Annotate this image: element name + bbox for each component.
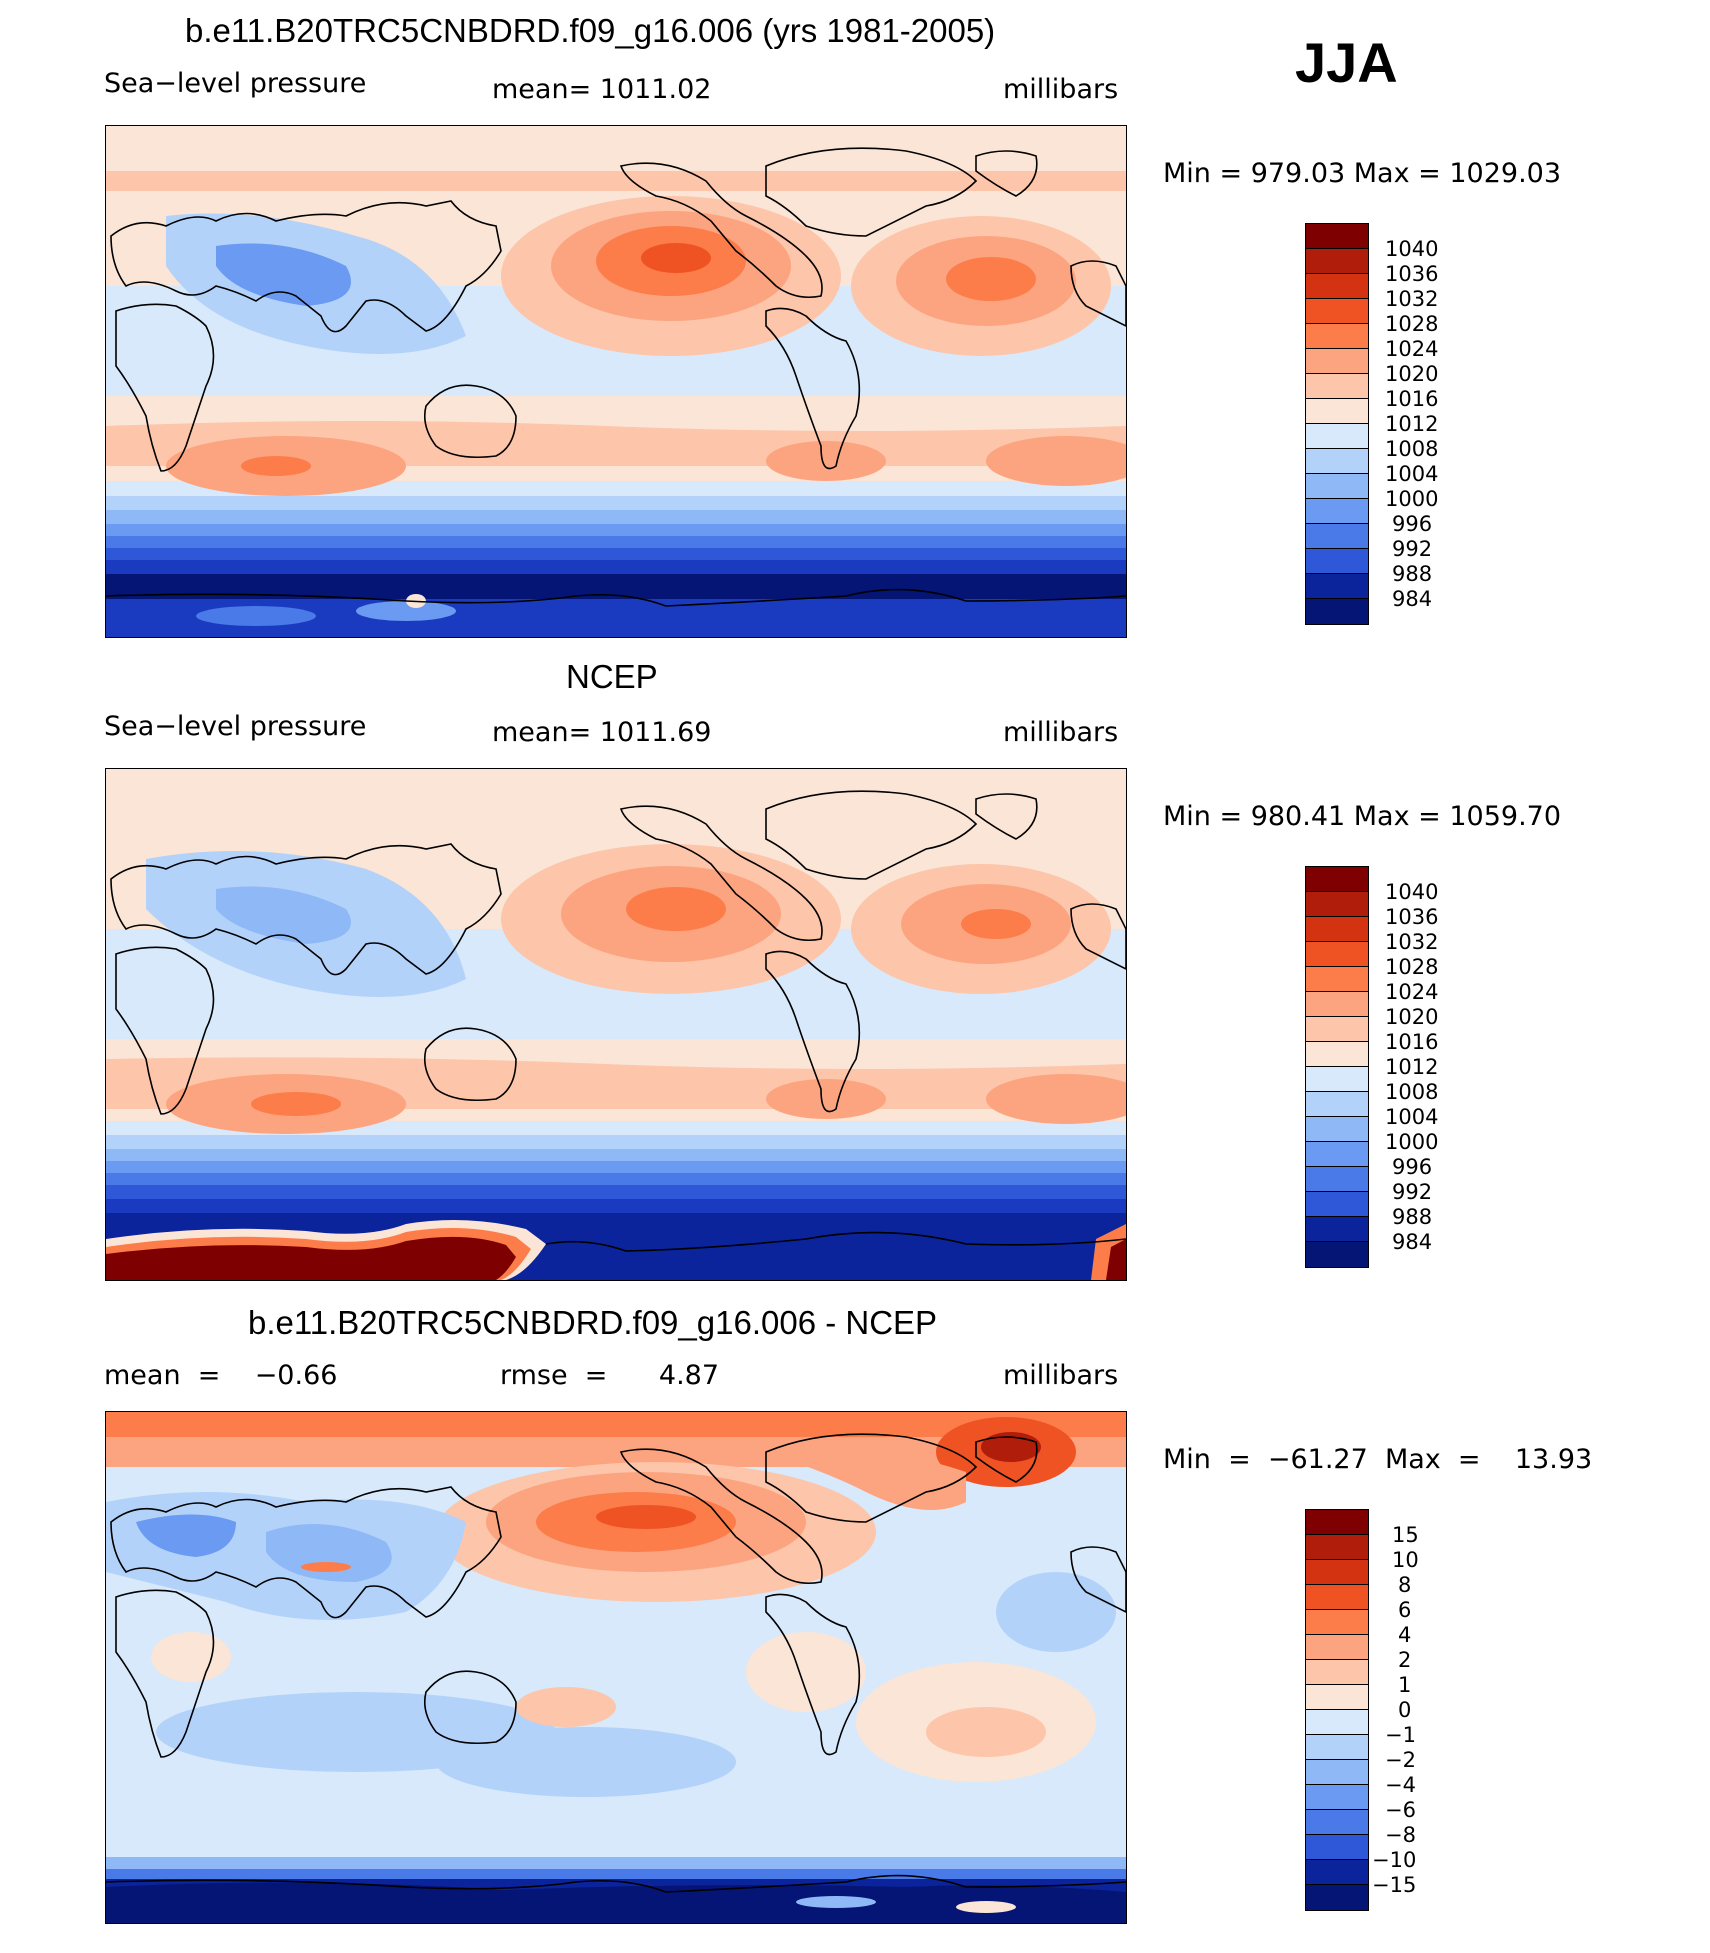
panel2-level-label: 1028 xyxy=(1385,955,1439,979)
panel2-level-label: 992 xyxy=(1392,1180,1433,1204)
panel1-level-label: 1036 xyxy=(1385,262,1439,286)
panel3-level-label: −1 xyxy=(1385,1723,1416,1747)
panel3-level-label: −2 xyxy=(1385,1748,1416,1772)
panel3-level-label: −4 xyxy=(1385,1773,1416,1797)
panel2-level-label: 1000 xyxy=(1385,1130,1439,1154)
panel1-level-label: 1032 xyxy=(1385,287,1439,311)
panel1-level-label: 1020 xyxy=(1385,362,1439,386)
panel3-level-label: 10 xyxy=(1392,1548,1419,1572)
panel3-level-label: 0 xyxy=(1398,1698,1412,1722)
panel1-level-label: 1004 xyxy=(1385,462,1439,486)
panel1-level-label: 992 xyxy=(1392,537,1433,561)
panel1-level-label: 988 xyxy=(1392,562,1433,586)
panel2-level-label: 1032 xyxy=(1385,930,1439,954)
panel1-colorbar xyxy=(1305,223,1369,625)
panel3-level-label: −15 xyxy=(1372,1873,1417,1897)
panel2-level-label: 1012 xyxy=(1385,1055,1439,1079)
panel1-variable-label: Sea−level pressure xyxy=(104,68,367,99)
panel2-level-label: 988 xyxy=(1392,1205,1433,1229)
panel1-level-label: 1008 xyxy=(1385,437,1439,461)
panel3-level-label: 8 xyxy=(1398,1573,1412,1597)
panel1-minmax-label: Min = 979.03 Max = 1029.03 xyxy=(1163,158,1562,189)
panel1-level-label: 1012 xyxy=(1385,412,1439,436)
panel1-units-label: millibars xyxy=(1003,74,1119,105)
panel2-level-label: 1040 xyxy=(1385,880,1439,904)
panel3-level-label: −10 xyxy=(1372,1848,1417,1872)
panel3-level-label: 6 xyxy=(1398,1598,1412,1622)
panel2-colorbar xyxy=(1305,866,1369,1268)
panel3-colorbar xyxy=(1305,1509,1369,1911)
panel2-level-label: 1016 xyxy=(1385,1030,1439,1054)
panel2-level-label: 1004 xyxy=(1385,1105,1439,1129)
panel2-map xyxy=(105,768,1127,1281)
panel3-level-label: 2 xyxy=(1398,1648,1412,1672)
panel1-level-label: 996 xyxy=(1392,512,1433,536)
panel2-level-label: 1024 xyxy=(1385,980,1439,1004)
panel3-map xyxy=(105,1411,1127,1924)
panel3-title: b.e11.B20TRC5CNBDRD.f09_g16.006 - NCEP xyxy=(248,1304,938,1341)
panel1-level-label: 1028 xyxy=(1385,312,1439,336)
panel3-rmse-label: rmse = 4.87 xyxy=(500,1360,720,1391)
panel2-level-label: 996 xyxy=(1392,1155,1433,1179)
panel2-minmax-label: Min = 980.41 Max = 1059.70 xyxy=(1163,801,1562,832)
panel3-level-label: 4 xyxy=(1398,1623,1412,1647)
panel3-level-label: 1 xyxy=(1398,1673,1412,1697)
panel2-level-label: 1020 xyxy=(1385,1005,1439,1029)
panel3-level-label: 15 xyxy=(1392,1523,1419,1547)
panel3-units-label: millibars xyxy=(1003,1360,1119,1391)
panel1-title: b.e11.B20TRC5CNBDRD.f09_g16.006 (yrs 198… xyxy=(185,12,996,49)
panel3-mean-label: mean = −0.66 xyxy=(104,1360,338,1391)
panel1-level-label: 1000 xyxy=(1385,487,1439,511)
panel2-level-label: 984 xyxy=(1392,1230,1433,1254)
panel1-level-label: 1024 xyxy=(1385,337,1439,361)
panel1-level-label: 984 xyxy=(1392,587,1433,611)
panel1-mean-label: mean= 1011.02 xyxy=(492,74,712,105)
panel2-title: NCEP xyxy=(566,658,658,695)
panel3-minmax-label: Min = −61.27 Max = 13.93 xyxy=(1163,1444,1593,1475)
panel2-level-label: 1008 xyxy=(1385,1080,1439,1104)
panel2-variable-label: Sea−level pressure xyxy=(104,711,367,742)
panel3-level-label: −6 xyxy=(1385,1798,1416,1822)
panel3-level-label: −8 xyxy=(1385,1823,1416,1847)
panel1-level-label: 1040 xyxy=(1385,237,1439,261)
season-label: JJA xyxy=(1295,31,1398,94)
panel2-mean-label: mean= 1011.69 xyxy=(492,717,712,748)
panel2-units-label: millibars xyxy=(1003,717,1119,748)
panel1-map xyxy=(105,125,1127,638)
panel2-level-label: 1036 xyxy=(1385,905,1439,929)
panel1-level-label: 1016 xyxy=(1385,387,1439,411)
